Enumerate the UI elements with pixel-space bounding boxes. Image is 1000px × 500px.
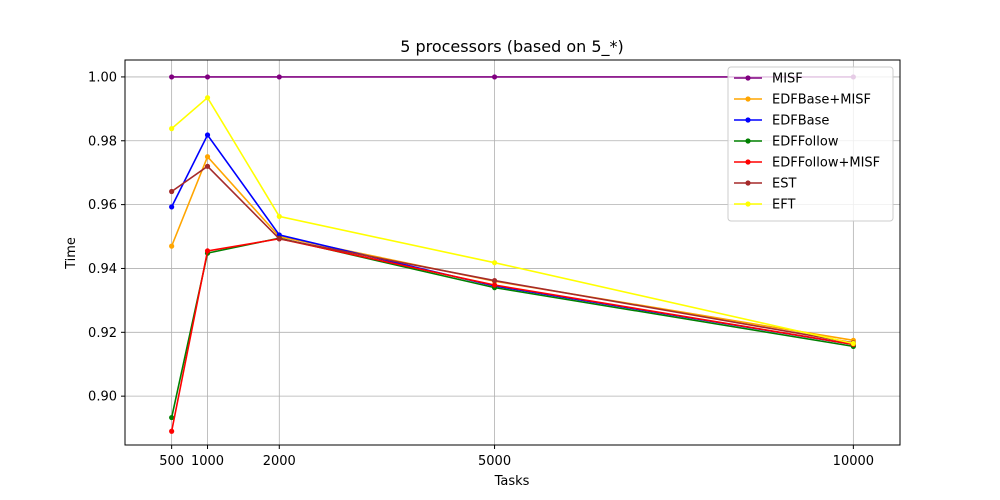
data-point [491, 260, 498, 266]
legend-item: EDFFollow+MISF [734, 156, 880, 171]
data-point [850, 340, 856, 347]
legend-swatch-marker [745, 117, 751, 123]
data-point [491, 74, 498, 80]
plot-frame [124, 59, 901, 446]
data-point [169, 188, 175, 195]
data-point [169, 414, 175, 421]
legend-label: EFT [772, 198, 795, 213]
data-point [204, 74, 211, 80]
data-point [169, 428, 175, 434]
y-tick-label: 0.96 [88, 198, 117, 213]
legend-swatch-marker [745, 159, 751, 165]
legend-swatch-marker [745, 75, 751, 81]
series-lines [169, 74, 856, 434]
legend-label: EST [772, 177, 796, 192]
legend-swatch-marker [745, 201, 751, 207]
legend-label: EDFBase [772, 114, 829, 129]
chart-title: 5 processors (based on 5_*) [400, 37, 624, 57]
x-axis-label: Tasks [494, 474, 530, 489]
y-tick-label: 1.00 [88, 70, 117, 85]
x-tick-label: 1000 [191, 454, 224, 469]
legend-item: EFT [734, 198, 795, 213]
series-eft [169, 95, 856, 347]
legend-label: EDFFollow+MISF [772, 156, 880, 171]
data-point [169, 204, 175, 210]
x-tick-label: 5000 [478, 454, 511, 469]
data-point [169, 126, 175, 132]
data-point [169, 243, 175, 249]
legend: MISF EDFBase+MISF EDFBase EDFFollow EDFFollo… [727, 66, 894, 222]
data-point [204, 154, 211, 160]
legend-swatch-marker [745, 138, 751, 144]
y-tick-label: 0.94 [88, 262, 117, 277]
x-tick-label: 10000 [833, 454, 874, 469]
data-point [276, 236, 282, 242]
legend-item: MISF [734, 72, 803, 87]
data-point [204, 95, 211, 101]
series-line [170, 237, 854, 432]
legend-label: EDFFollow [772, 135, 839, 150]
legend-label: MISF [772, 72, 803, 87]
data-point [276, 213, 282, 220]
data-point [276, 74, 282, 80]
data-point [204, 132, 211, 138]
legend-item: EDFFollow [734, 135, 839, 150]
x-axis-ticks: 500 1000 2000 5000 10000 [159, 445, 874, 469]
data-point [491, 277, 498, 284]
data-point [204, 163, 211, 169]
legend-swatch-marker [745, 180, 751, 186]
y-axis-label: Time [64, 237, 79, 270]
data-point [204, 248, 211, 254]
data-point [169, 74, 175, 80]
y-tick-label: 0.92 [88, 326, 117, 341]
data-point [491, 282, 498, 288]
y-tick-label: 0.90 [88, 390, 117, 405]
legend-item: EDFBase+MISF [734, 93, 871, 108]
legend-label: EDFBase+MISF [772, 93, 871, 108]
x-tick-label: 500 [159, 454, 184, 469]
legend-swatch-marker [745, 96, 751, 102]
legend-item: EST [734, 177, 796, 192]
legend-item: EDFBase [734, 114, 829, 129]
series-edffollow-misf [169, 236, 856, 434]
legend-box [727, 66, 894, 222]
x-tick-label: 2000 [263, 454, 296, 469]
y-tick-label: 0.98 [88, 134, 117, 149]
y-axis-ticks: 0.90 0.92 0.94 0.96 0.98 1.00 [88, 70, 125, 405]
